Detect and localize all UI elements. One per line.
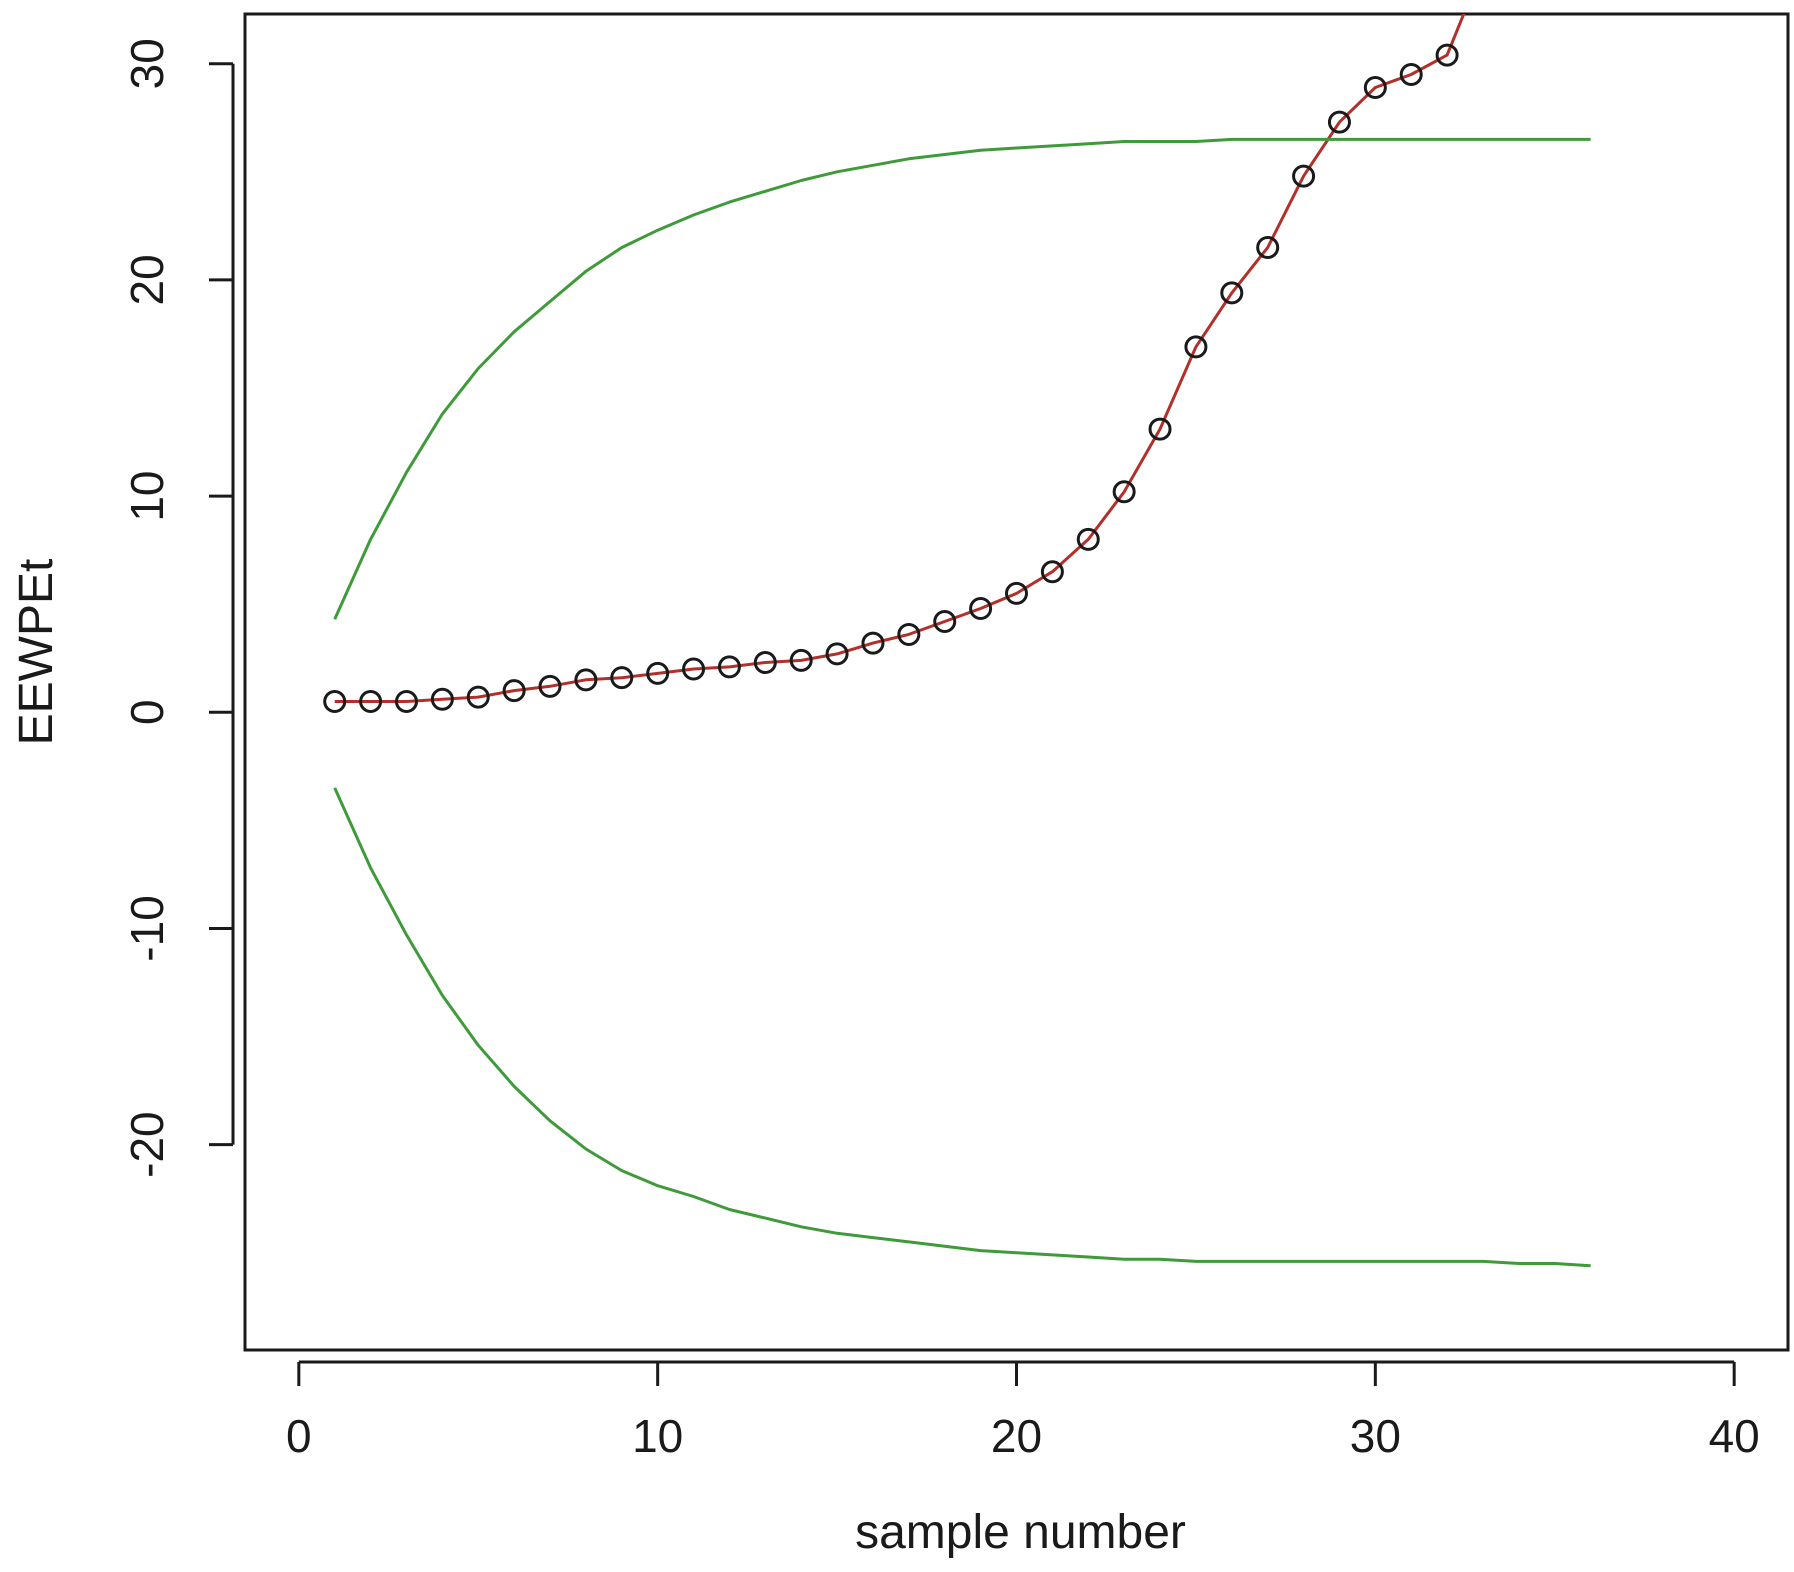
x-tick-label: 0	[286, 1410, 312, 1462]
data-point	[1076, 527, 1100, 551]
data-point	[466, 685, 490, 709]
statistic-line	[334, 14, 1466, 703]
data-point	[1327, 110, 1351, 134]
data-point	[717, 655, 741, 679]
lower-limit-line	[333, 787, 1591, 1268]
data-point	[323, 689, 347, 713]
data-point	[1220, 281, 1244, 305]
data-point	[430, 687, 454, 711]
x-axis-title: sample number	[855, 1506, 1186, 1559]
data-point	[969, 596, 993, 620]
y-axis-title: EEWPEt	[10, 559, 63, 746]
data-point	[394, 689, 418, 713]
data-point	[502, 679, 526, 703]
data-point	[753, 651, 777, 675]
data-point	[861, 631, 885, 655]
y-tick-label: 30	[121, 38, 173, 89]
data-point	[1040, 560, 1064, 584]
data-point	[1184, 335, 1208, 359]
data-point	[1005, 581, 1028, 605]
y-tick-label: 20	[121, 254, 173, 305]
x-tick-label: 30	[1350, 1410, 1401, 1462]
data-point	[1292, 164, 1316, 188]
x-tick-label: 40	[1709, 1410, 1760, 1462]
data-point	[825, 642, 849, 666]
data-point	[1256, 235, 1280, 259]
y-tick-label: -10	[121, 895, 173, 961]
y-tick-label: 0	[121, 699, 173, 725]
data-point	[1435, 43, 1459, 67]
data-point	[574, 668, 598, 692]
y-axis: -20 -10 0 10 20 30	[121, 38, 235, 1178]
data-point	[646, 661, 670, 685]
data-point	[1148, 417, 1172, 441]
data-point	[789, 648, 813, 672]
x-axis: 0 10 20 30 40	[286, 1360, 1760, 1462]
y-tick-label: 10	[121, 470, 173, 521]
data-point	[359, 689, 383, 713]
y-tick-label: -20	[121, 1111, 173, 1177]
x-tick-label: 20	[991, 1410, 1042, 1462]
data-point	[682, 657, 706, 681]
data-point	[897, 622, 921, 646]
data-point	[1399, 63, 1423, 87]
data-point	[1112, 480, 1136, 504]
plot-frame	[243, 12, 1790, 1352]
upper-limit-line	[333, 137, 1591, 620]
series-layer	[323, 14, 1591, 1268]
data-point	[538, 674, 562, 698]
data-point	[1363, 76, 1387, 100]
x-tick-label: 10	[632, 1410, 683, 1462]
data-point	[610, 666, 634, 690]
data-point	[933, 609, 957, 633]
